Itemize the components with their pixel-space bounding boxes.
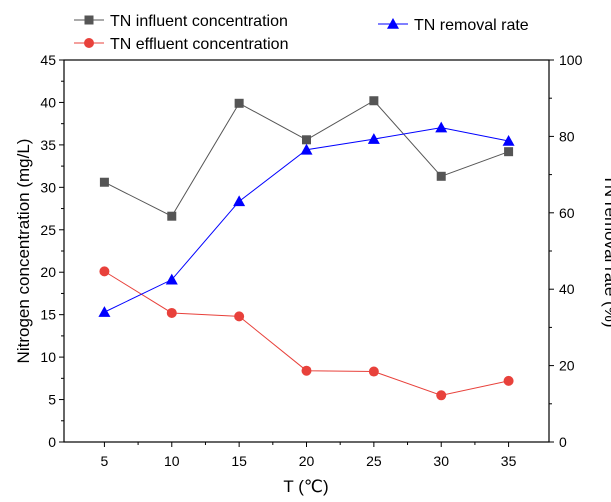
x-tick-label: 10: [164, 453, 180, 469]
data-point: [166, 307, 177, 318]
data-point: [367, 133, 380, 144]
data-point: [233, 195, 246, 207]
legend-item: TN influent concentration: [74, 13, 288, 30]
legend-marker: [84, 38, 94, 48]
y-left-tick-label: 15: [40, 307, 56, 323]
series-line: [104, 127, 509, 313]
data-point: [301, 365, 312, 376]
legend-item: TN effluent concentration: [74, 36, 288, 53]
legend-marker: [387, 18, 399, 29]
plot-area: [63, 59, 550, 443]
x-axis: 5 10 15 20 25 30 35: [101, 442, 517, 469]
data-point: [435, 121, 448, 133]
series-line: [104, 270, 509, 396]
data-point: [369, 96, 379, 106]
data-point: [99, 266, 110, 277]
data-point: [300, 143, 313, 155]
y-right-tick-label: 0: [559, 434, 567, 450]
legend-marker: [84, 15, 94, 25]
legend-label: TN effluent concentration: [110, 36, 288, 53]
y-axis-right-title: TN removal rate (%): [601, 174, 611, 327]
x-tick-label: 25: [366, 453, 382, 469]
data-point: [302, 135, 311, 145]
y-axis-right: 0 20 40 60 80 100: [549, 52, 583, 450]
series-3: [98, 121, 515, 317]
x-tick-label: 35: [501, 453, 517, 469]
y-left-tick-label: 5: [48, 392, 56, 408]
series-line: [104, 100, 509, 217]
data-point: [504, 147, 514, 157]
y-right-tick-label: 60: [559, 205, 575, 221]
data-point: [234, 311, 245, 322]
y-left-tick-label: 40: [40, 94, 56, 110]
x-tick-label: 15: [231, 453, 247, 469]
legend: TN influent concentration TN effluent con…: [74, 13, 529, 53]
data-point: [165, 273, 178, 285]
y-left-tick-label: 30: [40, 179, 56, 195]
data-point: [502, 134, 515, 146]
data-point: [503, 375, 514, 386]
x-tick-label: 20: [299, 453, 315, 469]
legend-label: TN removal rate: [414, 17, 529, 34]
y-left-tick-label: 45: [40, 52, 56, 68]
series-layer: [98, 96, 515, 401]
y-axis-left: 0 5 10 15 20 25 30 35 40 45: [40, 52, 64, 450]
y-right-tick-label: 100: [559, 52, 583, 68]
data-point: [98, 306, 111, 317]
series-2: [99, 266, 514, 401]
data-point: [99, 177, 109, 187]
plot-frame: [63, 59, 550, 443]
y-right-tick-label: 40: [559, 281, 575, 297]
data-point: [436, 390, 447, 401]
y-left-tick-label: 10: [40, 349, 56, 365]
x-tick-label: 30: [433, 453, 449, 469]
data-point: [436, 171, 446, 181]
legend-label: TN influent concentration: [110, 13, 288, 30]
y-right-tick-label: 20: [559, 358, 575, 374]
series-1: [99, 96, 514, 221]
y-axis-left-title: Nitrogen concentration (mg/L): [14, 139, 33, 364]
data-point: [167, 211, 177, 221]
y-right-tick-label: 80: [559, 128, 575, 144]
y-left-tick-label: 0: [48, 434, 56, 450]
data-point: [234, 98, 244, 108]
x-axis-title: T (℃): [283, 477, 328, 496]
legend-item: TN removal rate: [378, 17, 529, 34]
y-left-tick-label: 20: [40, 264, 56, 280]
y-left-tick-label: 25: [40, 222, 56, 238]
y-left-tick-label: 35: [40, 137, 56, 153]
x-tick-label: 5: [101, 453, 109, 469]
data-point: [368, 366, 379, 377]
